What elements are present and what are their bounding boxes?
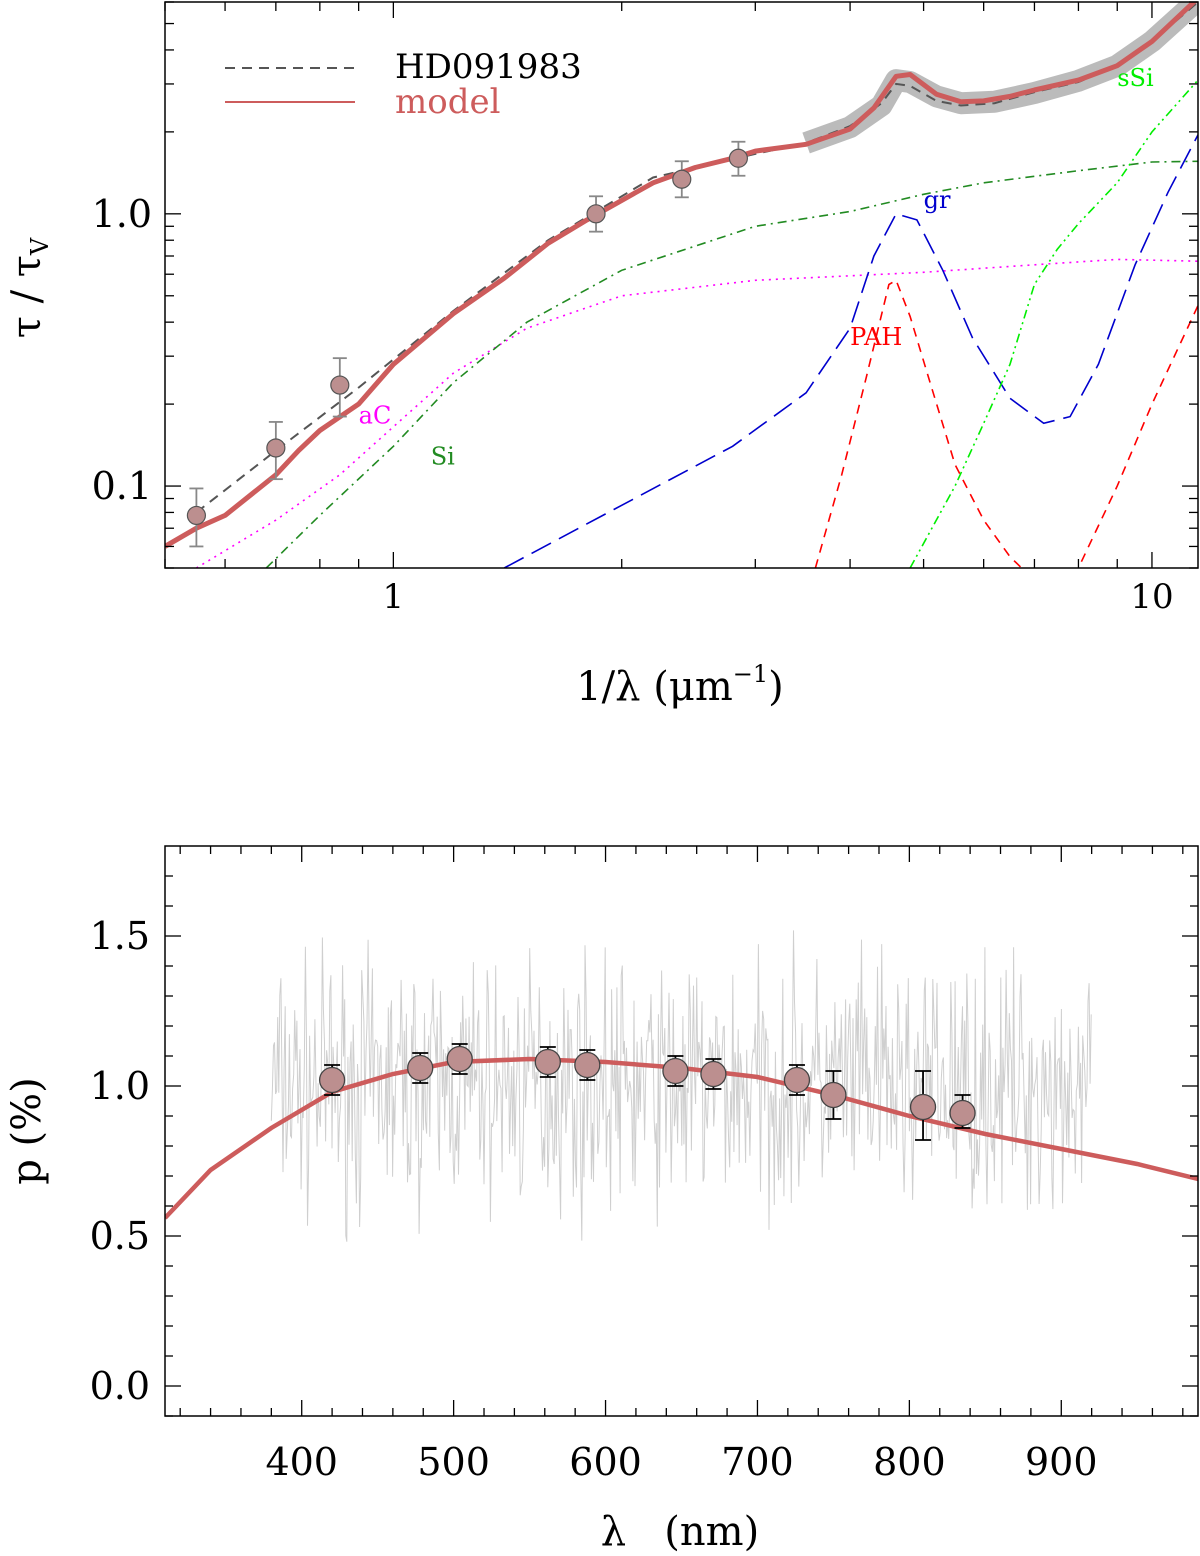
photometry-point bbox=[186, 487, 207, 548]
polarization-marker bbox=[534, 1048, 561, 1076]
photometry-marker bbox=[330, 375, 350, 395]
dust-component-curves bbox=[195, 79, 1198, 568]
x-tick-label: 900 bbox=[1025, 1440, 1098, 1484]
polarization-point bbox=[662, 1055, 689, 1087]
photometry-point bbox=[330, 357, 350, 418]
polarization-y-axis-label: p (%) bbox=[4, 1077, 50, 1185]
polarization-points bbox=[318, 1043, 976, 1141]
y-tick-label: 0.5 bbox=[90, 1214, 150, 1258]
extinction-x-axis-label: 1/λ (μm−1) bbox=[576, 660, 784, 710]
photometry-marker bbox=[672, 169, 692, 189]
x-tick-label: 500 bbox=[417, 1440, 490, 1484]
photometry-point bbox=[266, 421, 286, 481]
photometry-point bbox=[728, 140, 749, 177]
polarization-plot-area bbox=[165, 930, 1198, 1242]
x-tick-label: 1 bbox=[383, 577, 405, 617]
polarization-marker bbox=[949, 1099, 976, 1127]
observed-curve-layer bbox=[195, 2, 1198, 514]
polarization-point bbox=[909, 1070, 937, 1141]
component-curve-si bbox=[265, 160, 1198, 568]
y-tick-label: 1.5 bbox=[90, 914, 150, 958]
polarization-point bbox=[949, 1094, 976, 1129]
polarization-marker bbox=[446, 1045, 473, 1073]
polarization-point bbox=[574, 1049, 601, 1081]
polarization-model-curve bbox=[165, 1056, 1198, 1220]
photometry-marker bbox=[586, 204, 606, 224]
polarization-tick-labels: 400 500 600 700 800 900 0.0 0.5 1.0 1.5 bbox=[90, 914, 1098, 1484]
y-tick-label: 1.0 bbox=[92, 192, 152, 236]
legend: HD091983 model bbox=[225, 47, 582, 122]
component-label-gr: gr bbox=[924, 186, 951, 214]
polarization-marker bbox=[909, 1093, 937, 1121]
extinction-ticks bbox=[164, 1, 1198, 569]
polarization-chart: 400 500 600 700 800 900 0.0 0.5 1.0 1.5 λ (nm) p … bbox=[4, 845, 1199, 1555]
photometry-point bbox=[672, 160, 692, 199]
y-tick-label: 1.0 bbox=[90, 1064, 150, 1108]
y-tick-label: 0.1 bbox=[92, 464, 152, 508]
polarization-spectrum-noise bbox=[270, 930, 1092, 1242]
polarization-point bbox=[820, 1070, 847, 1120]
polarization-ticks bbox=[165, 846, 1198, 1417]
observed-curve bbox=[195, 2, 1198, 514]
polarization-point bbox=[534, 1046, 561, 1078]
polarization-point bbox=[700, 1058, 727, 1090]
x-tick-label: 700 bbox=[721, 1440, 794, 1484]
polarization-point bbox=[446, 1043, 473, 1075]
polarization-marker bbox=[662, 1057, 689, 1085]
legend-label-model: model bbox=[395, 82, 500, 122]
extinction-chart: 1 10 0.1 1.0 aC Si gr PAH sSi HD091983 model 1/… bbox=[4, 1, 1199, 710]
extinction-plot-area bbox=[165, 2, 1198, 568]
extinction-tick-labels: 1 10 0.1 1.0 bbox=[92, 192, 1174, 617]
polarization-point bbox=[783, 1064, 811, 1096]
component-label-ac: aC bbox=[359, 401, 392, 429]
photometry-marker bbox=[186, 505, 207, 526]
polarization-plot-frame bbox=[164, 845, 1199, 1417]
component-labels: aC Si gr PAH sSi bbox=[359, 64, 1154, 471]
x-tick-label: 800 bbox=[873, 1440, 946, 1484]
y-tick-label: 0.0 bbox=[90, 1364, 150, 1408]
polarization-marker bbox=[820, 1081, 847, 1109]
polarization-x-axis-label: λ (nm) bbox=[601, 1509, 759, 1555]
component-label-si: Si bbox=[431, 442, 455, 470]
polarization-point bbox=[318, 1064, 346, 1096]
legend-label-observed: HD091983 bbox=[395, 47, 582, 87]
x-tick-label: 10 bbox=[1130, 577, 1173, 617]
component-label-pah: PAH bbox=[850, 323, 902, 351]
component-label-ssi: sSi bbox=[1117, 64, 1154, 92]
x-tick-label: 600 bbox=[569, 1440, 642, 1484]
photometry-point bbox=[586, 195, 606, 233]
polarization-marker bbox=[783, 1066, 811, 1094]
x-tick-label: 400 bbox=[265, 1440, 338, 1484]
photometry-marker bbox=[266, 438, 286, 458]
polarization-point bbox=[407, 1052, 434, 1084]
component-curve-pah bbox=[814, 279, 1198, 568]
polarization-marker bbox=[407, 1054, 434, 1082]
polarization-marker bbox=[318, 1066, 346, 1094]
extinction-plot-frame bbox=[164, 1, 1199, 569]
photometry-marker bbox=[728, 148, 749, 168]
component-curve-gr bbox=[503, 134, 1198, 568]
polarization-marker bbox=[574, 1051, 601, 1079]
extinction-y-axis-label: τ / τV bbox=[4, 237, 54, 338]
polarization-marker bbox=[700, 1060, 727, 1088]
photometry-points bbox=[186, 140, 749, 548]
component-curve-ssi bbox=[909, 79, 1198, 568]
